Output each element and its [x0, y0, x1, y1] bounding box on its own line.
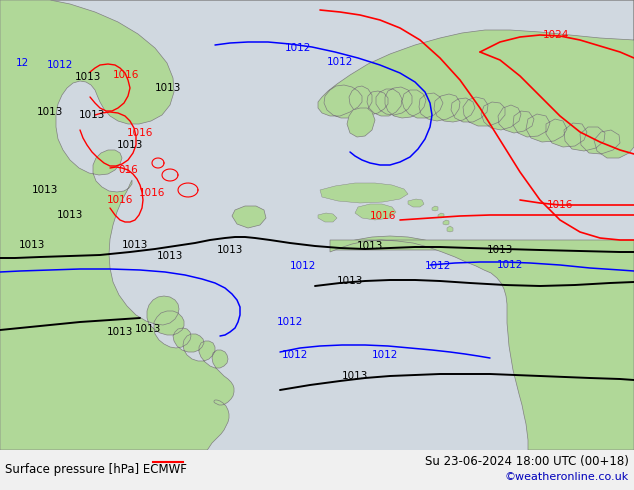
Text: 1016: 1016: [127, 128, 153, 138]
Text: Su 23-06-2024 18:00 UTC (00+18): Su 23-06-2024 18:00 UTC (00+18): [425, 456, 629, 468]
Text: 1012: 1012: [290, 261, 316, 271]
Text: 1013: 1013: [117, 140, 143, 150]
Text: 1013: 1013: [37, 107, 63, 117]
Text: 016: 016: [118, 165, 138, 175]
Text: 1013: 1013: [122, 240, 148, 250]
Polygon shape: [330, 240, 634, 450]
Text: Surface pressure [hPa] ECMWF: Surface pressure [hPa] ECMWF: [5, 464, 187, 476]
Text: 1013: 1013: [155, 83, 181, 93]
Text: 1016: 1016: [107, 195, 133, 205]
Text: 12: 12: [15, 58, 29, 68]
Text: 1012: 1012: [372, 350, 398, 360]
Text: 1013: 1013: [57, 210, 83, 220]
Polygon shape: [408, 199, 424, 207]
Text: 1012: 1012: [327, 57, 353, 67]
Text: 1024: 1024: [543, 30, 569, 40]
Text: 1013: 1013: [342, 371, 368, 381]
Text: 1012: 1012: [285, 43, 311, 53]
Bar: [0, 450, 634, 490]
Polygon shape: [330, 236, 634, 450]
Text: 1013: 1013: [32, 185, 58, 195]
Polygon shape: [355, 204, 396, 220]
Text: 1012: 1012: [425, 261, 451, 271]
Text: 1013: 1013: [79, 110, 105, 120]
Text: 1013: 1013: [107, 327, 133, 337]
Text: 1016: 1016: [547, 200, 573, 210]
Text: 1013: 1013: [19, 240, 45, 250]
Polygon shape: [0, 0, 634, 158]
Text: 1012: 1012: [47, 60, 73, 70]
Text: ©weatheronline.co.uk: ©weatheronline.co.uk: [505, 472, 629, 482]
Polygon shape: [432, 206, 438, 211]
Text: 1013: 1013: [337, 276, 363, 286]
Text: 1013: 1013: [135, 324, 161, 334]
Text: 1012: 1012: [497, 260, 523, 270]
Text: 1012: 1012: [277, 317, 303, 327]
Text: 1013: 1013: [157, 251, 183, 261]
Polygon shape: [318, 213, 337, 222]
Polygon shape: [438, 213, 444, 218]
Polygon shape: [447, 226, 453, 232]
Text: 1013: 1013: [217, 245, 243, 255]
Text: 1016: 1016: [370, 211, 396, 221]
Text: 1013: 1013: [487, 245, 513, 255]
Polygon shape: [443, 220, 449, 225]
Text: 1013: 1013: [357, 241, 383, 251]
Polygon shape: [0, 0, 234, 450]
Text: 1012: 1012: [281, 350, 308, 360]
Text: 1013: 1013: [75, 72, 101, 82]
Polygon shape: [347, 108, 375, 137]
Polygon shape: [320, 183, 408, 203]
Polygon shape: [232, 206, 266, 228]
Text: 1016: 1016: [113, 70, 139, 80]
Text: 1016: 1016: [139, 188, 165, 198]
